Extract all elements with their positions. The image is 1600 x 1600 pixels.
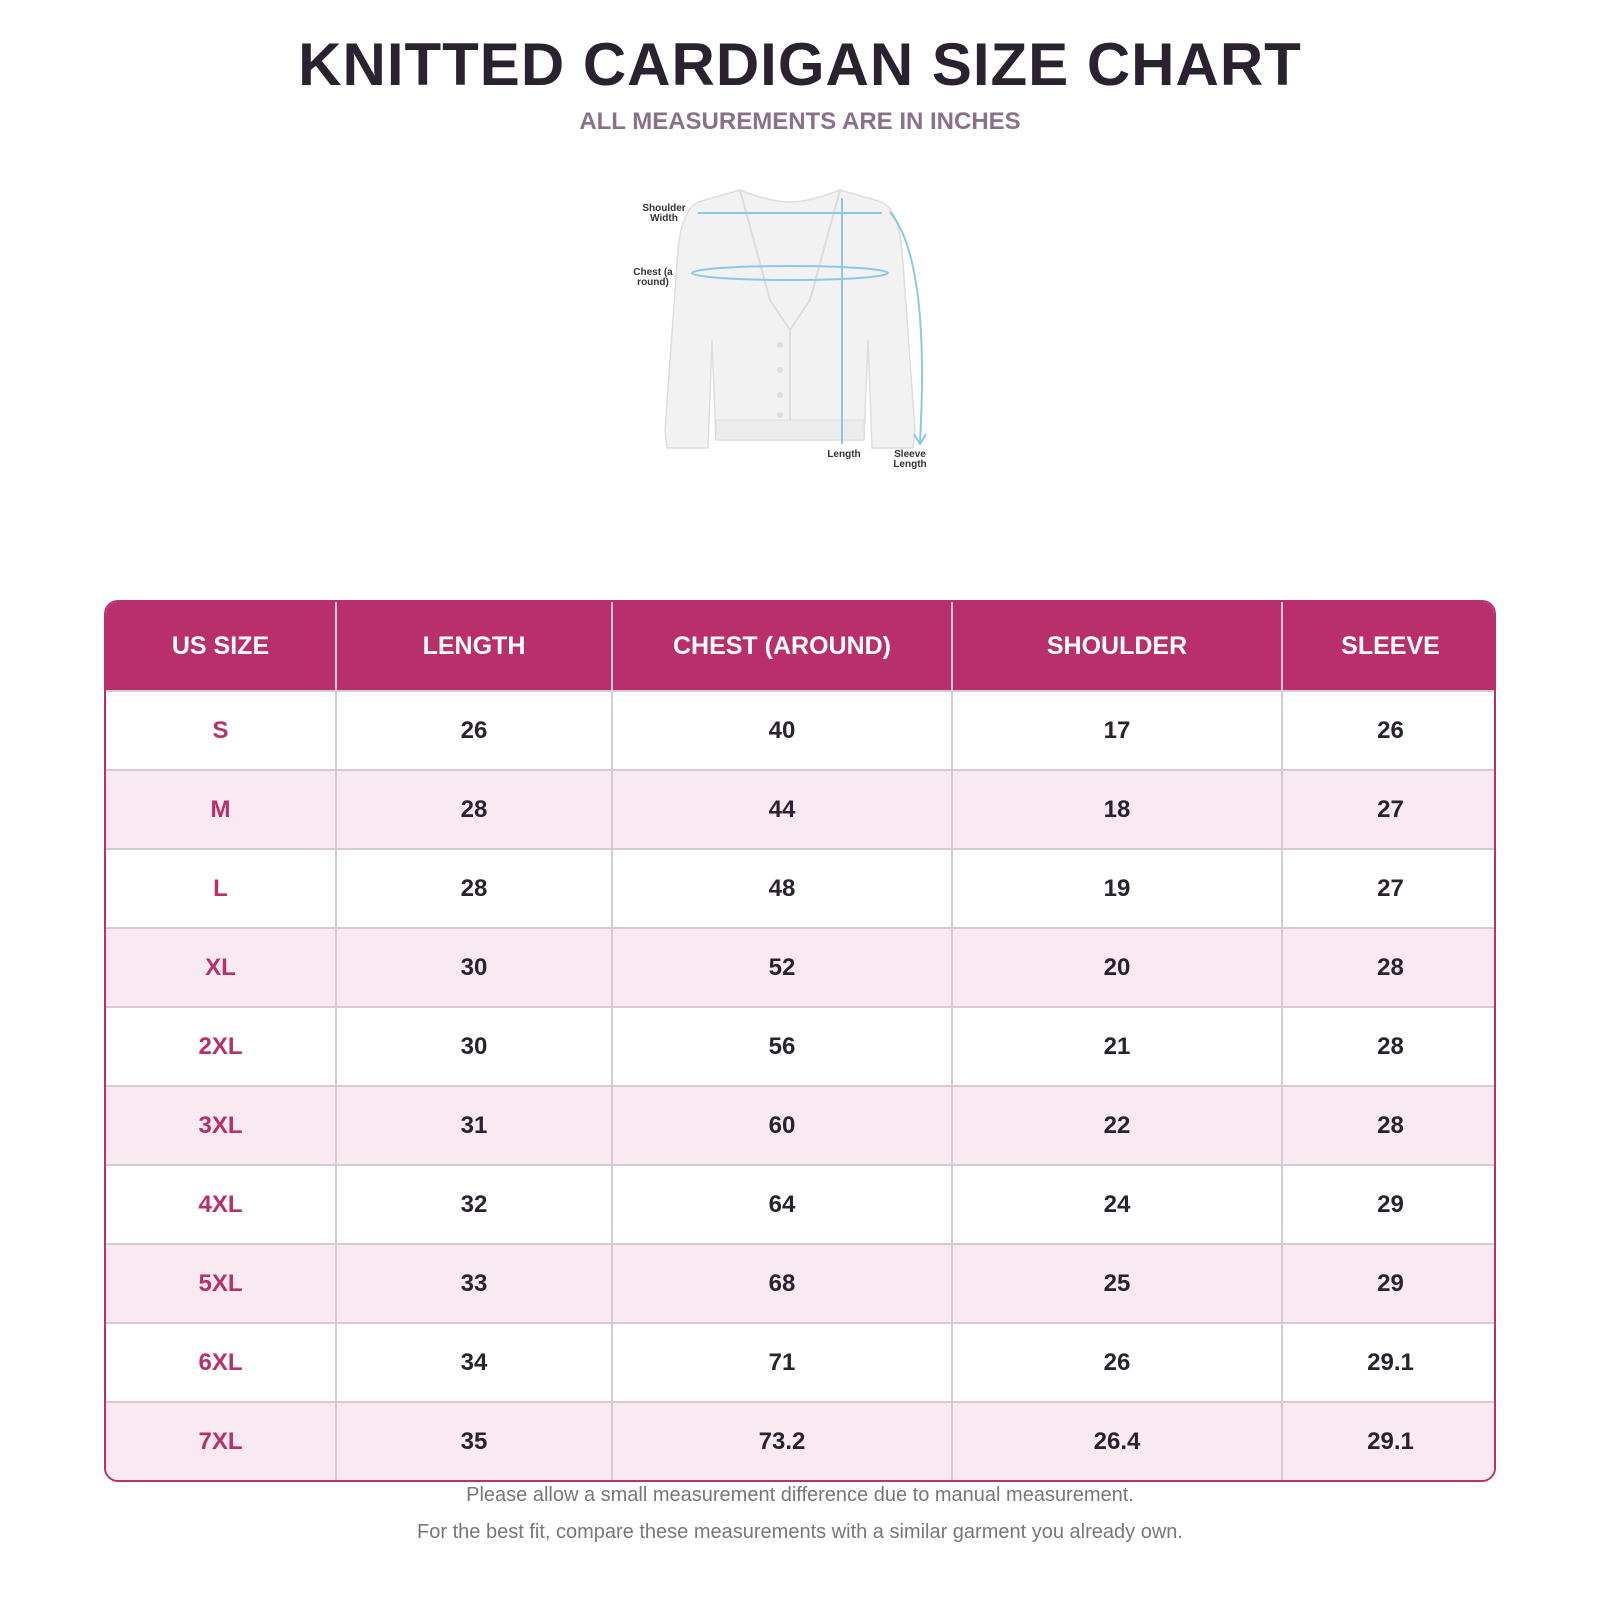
measurement-cell: 28 <box>335 769 612 849</box>
table-row: L 28 48 19 27 <box>106 848 1494 928</box>
measurement-cell: 52 <box>611 927 952 1007</box>
measurement-cell: 29 <box>1281 1164 1494 1244</box>
size-cell: L <box>106 848 336 928</box>
measurement-cell: 56 <box>611 1006 952 1086</box>
size-table: US SIZE LENGTH CHEST (AROUND) SHOULDER SLEEV… <box>104 600 1496 1482</box>
measurement-cell: 32 <box>335 1164 612 1244</box>
measurement-cell: 26 <box>335 690 612 770</box>
size-cell: 7XL <box>106 1401 336 1480</box>
measurement-cell: 68 <box>611 1243 952 1323</box>
size-cell: 6XL <box>106 1322 336 1402</box>
measurement-cell: 19 <box>951 848 1282 928</box>
measurement-cell: 26 <box>1281 690 1494 770</box>
measurement-cell: 29.1 <box>1281 1401 1494 1480</box>
table-row: S 26 40 17 26 <box>106 690 1494 770</box>
measurement-cell: 27 <box>1281 769 1494 849</box>
measurement-cell: 60 <box>611 1085 952 1165</box>
diagram-label: Shoulder Width <box>642 203 686 224</box>
title: KNITTED CARDIGAN SIZE CHART <box>298 31 1302 98</box>
column-header: US SIZE <box>106 602 336 691</box>
table-row: 7XL 35 73.2 26.4 29.1 <box>106 1401 1494 1480</box>
measurement-cell: 29.1 <box>1281 1322 1494 1402</box>
diagram-label: Length <box>827 449 861 460</box>
measurement-cell: 27 <box>1281 848 1494 928</box>
measurement-cell: 30 <box>335 1006 612 1086</box>
footer-note: For the best fit, compare these measurem… <box>417 1521 1183 1543</box>
column-header: SHOULDER <box>951 602 1282 691</box>
measurement-cell: 22 <box>951 1085 1282 1165</box>
measurement-cell: 34 <box>335 1322 612 1402</box>
table-row: 2XL 30 56 21 28 <box>106 1006 1494 1086</box>
measurement-cell: 26.4 <box>951 1401 1282 1480</box>
measurement-cell: 29 <box>1281 1243 1494 1323</box>
header-row: US SIZE LENGTH CHEST (AROUND) SHOULDER SLEEV… <box>106 602 1494 691</box>
diagram-label: Chest (a round) <box>633 267 673 288</box>
measurement-cell: 35 <box>335 1401 612 1480</box>
measurement-cell: 40 <box>611 690 952 770</box>
measurement-cell: 28 <box>1281 1006 1494 1086</box>
measurement-cell: 17 <box>951 690 1282 770</box>
table-row: 3XL 31 60 22 28 <box>106 1085 1494 1165</box>
table-row: 6XL 34 71 26 29.1 <box>106 1322 1494 1402</box>
measurement-cell: 48 <box>611 848 952 928</box>
measurement-cell: 21 <box>951 1006 1282 1086</box>
size-cell: 4XL <box>106 1164 336 1244</box>
table: US SIZE LENGTH CHEST (AROUND) SHOULDER SLEEV… <box>106 602 1494 1480</box>
cardigan-illustration <box>664 189 927 449</box>
size-cell: 2XL <box>106 1006 336 1086</box>
measurement-cell: 30 <box>335 927 612 1007</box>
column-header: CHEST (AROUND) <box>611 602 952 691</box>
size-cell: S <box>106 690 336 770</box>
measurement-cell: 26 <box>951 1322 1282 1402</box>
table-row: M 28 44 18 27 <box>106 769 1494 849</box>
measurement-cell: 33 <box>335 1243 612 1323</box>
measurement-cell: 73.2 <box>611 1401 952 1480</box>
measurement-cell: 28 <box>335 848 612 928</box>
measurement-cell: 64 <box>611 1164 952 1244</box>
column-header: LENGTH <box>335 602 612 691</box>
size-cell: XL <box>106 927 336 1007</box>
measurement-cell: 28 <box>1281 1085 1494 1165</box>
size-cell: 3XL <box>106 1085 336 1165</box>
table-row: XL 30 52 20 28 <box>106 927 1494 1007</box>
measurement-cell: 24 <box>951 1164 1282 1244</box>
table-row: 4XL 32 64 24 29 <box>106 1164 1494 1244</box>
measurement-cell: 20 <box>951 927 1282 1007</box>
garment-diagram: Shoulder Width Chest (a round) Length Sl… <box>620 180 980 490</box>
subtitle: ALL MEASUREMENTS ARE IN INCHES <box>579 108 1021 135</box>
footer-note: Please allow a small measurement differe… <box>466 1484 1134 1506</box>
column-header: SLEEVE <box>1281 602 1494 691</box>
measurement-cell: 25 <box>951 1243 1282 1323</box>
diagram-label: Sleeve Length <box>893 449 927 470</box>
table-row: 5XL 33 68 25 29 <box>106 1243 1494 1323</box>
table-body: S 26 40 17 26 M 28 44 18 27 L 28 48 19 27 XL 30 52 20 28 2XL… <box>106 690 1494 1480</box>
measurement-cell: 18 <box>951 769 1282 849</box>
size-cell: 5XL <box>106 1243 336 1323</box>
measurement-cell: 28 <box>1281 927 1494 1007</box>
measurement-cell: 44 <box>611 769 952 849</box>
size-cell: M <box>106 769 336 849</box>
measurement-cell: 71 <box>611 1322 952 1402</box>
measurement-cell: 31 <box>335 1085 612 1165</box>
